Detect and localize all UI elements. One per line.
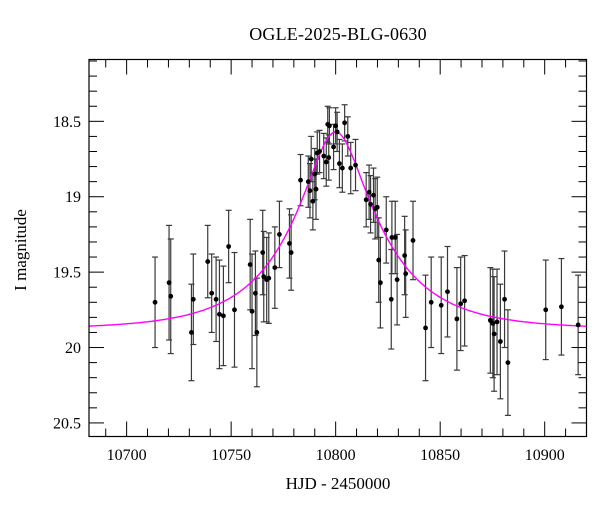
y-tick-label: 19 — [65, 189, 81, 206]
data-point — [213, 296, 219, 302]
data-point — [261, 274, 267, 280]
data-point — [403, 271, 409, 277]
data-point — [423, 325, 428, 331]
data-point — [209, 290, 215, 296]
data-point — [307, 188, 313, 194]
data-point — [317, 149, 322, 154]
x-tick-label: 10900 — [525, 447, 565, 464]
data-point — [308, 156, 314, 162]
data-point — [490, 321, 496, 326]
data-point — [438, 302, 444, 308]
data-point — [342, 120, 348, 126]
data-point — [312, 171, 318, 177]
data-point — [298, 177, 303, 183]
model-curve — [88, 131, 587, 327]
plot-frame — [88, 58, 588, 438]
y-tick-label: 19.5 — [53, 265, 81, 282]
data-point — [217, 311, 222, 317]
data-point — [494, 319, 500, 325]
data-point — [368, 201, 373, 207]
data-point — [462, 298, 468, 304]
data-point — [353, 162, 358, 168]
data-point — [247, 262, 253, 267]
data-point — [313, 186, 319, 192]
data-point — [559, 304, 564, 310]
data-point — [389, 235, 395, 240]
data-point — [232, 307, 237, 313]
data-point — [333, 123, 339, 129]
data-point — [326, 123, 332, 129]
data-point — [402, 253, 408, 258]
data-point — [458, 301, 464, 307]
y-tick-label: 20.5 — [53, 415, 81, 432]
x-tick-label: 10750 — [211, 447, 251, 464]
data-point — [445, 289, 450, 295]
data-point — [374, 204, 380, 210]
data-point — [410, 238, 416, 243]
data-point — [288, 250, 294, 255]
data-point — [252, 290, 258, 296]
data-point — [348, 165, 354, 171]
data-point — [363, 197, 369, 203]
data-point — [189, 330, 194, 335]
data-point — [277, 232, 282, 237]
data-point — [331, 144, 336, 150]
data-point — [339, 165, 345, 171]
data-point — [166, 280, 172, 286]
data-point — [345, 134, 351, 139]
x-axis-label: HJD - 2450000 — [285, 474, 391, 493]
data-point — [287, 241, 292, 246]
data-point — [505, 360, 511, 366]
data-point — [249, 308, 255, 314]
data-point — [205, 259, 211, 264]
data-point — [168, 293, 174, 299]
data-point — [260, 250, 266, 255]
data-point — [428, 299, 434, 305]
plot-title: OGLE-2025-BLG-0630 — [249, 24, 427, 44]
data-point — [392, 235, 398, 240]
data-point — [376, 257, 382, 263]
data-point — [337, 161, 342, 166]
data-point — [226, 244, 232, 249]
data-point — [491, 331, 497, 337]
data-point — [394, 277, 400, 283]
y-tick-label: 18.5 — [53, 114, 81, 131]
data-point — [152, 299, 158, 305]
x-tick-label: 10800 — [316, 447, 356, 464]
data-point — [254, 330, 260, 335]
data-point — [310, 198, 316, 204]
data-point — [266, 275, 272, 281]
data-point — [190, 296, 196, 302]
data-point — [371, 192, 376, 198]
data-point — [454, 316, 460, 322]
data-point — [323, 159, 329, 165]
data-point — [321, 153, 327, 159]
data-point — [502, 296, 507, 302]
x-tick-label: 10850 — [420, 447, 460, 464]
data-point — [272, 265, 278, 271]
data-point — [334, 129, 340, 135]
y-tick-label: 20 — [65, 340, 81, 357]
data-point — [326, 155, 332, 160]
data-point — [575, 322, 581, 328]
data-point — [221, 313, 226, 319]
data-point — [377, 280, 383, 286]
data-point — [388, 296, 394, 302]
data-point — [543, 307, 549, 313]
data-point — [305, 179, 311, 185]
x-tick-label: 10700 — [107, 447, 147, 464]
data-point — [497, 339, 503, 344]
data-point — [383, 227, 389, 233]
data-point — [366, 189, 372, 195]
